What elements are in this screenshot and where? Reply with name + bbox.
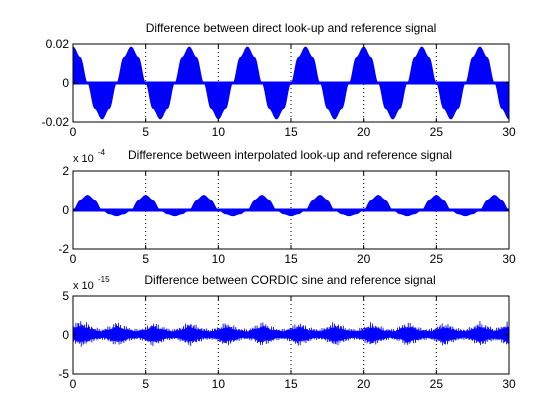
x-tick-label: 30 (502, 377, 516, 391)
y-exponent-power: -4 (98, 148, 106, 157)
y-tick-label: 0 (62, 328, 69, 342)
subplot-cordic-sine: Difference between CORDIC sine and refer… (58, 273, 516, 391)
x-tick-label: 15 (284, 252, 298, 266)
x-tick-label: 15 (284, 377, 298, 391)
x-tick-label: 20 (357, 252, 371, 266)
x-tick-label: 15 (284, 125, 298, 139)
x-tick-label: 30 (502, 252, 516, 266)
y-tick-label: -2 (58, 242, 69, 256)
subplot-title: Difference between CORDIC sine and refer… (144, 273, 435, 287)
x-tick-label: 0 (70, 252, 77, 266)
x-tick-label: 25 (430, 377, 444, 391)
y-tick-label: 5 (62, 289, 69, 303)
y-tick-label: 0 (62, 203, 69, 217)
y-exponent-label: x 10 (73, 280, 94, 292)
signal-line (72, 320, 510, 347)
x-tick-label: 10 (212, 252, 226, 266)
y-tick-label: 0 (62, 76, 69, 90)
x-tick-label: 5 (142, 125, 149, 139)
y-exponent-power: -15 (98, 275, 110, 284)
subplot-title: Difference between direct look-up and re… (146, 21, 437, 35)
y-exponent-label: x 10 (73, 153, 94, 165)
x-tick-label: 5 (142, 377, 149, 391)
x-tick-label: 20 (357, 125, 371, 139)
x-tick-label: 10 (212, 125, 226, 139)
y-tick-label: -5 (58, 367, 69, 381)
subplot-interpolated-lookup: Difference between interpolated look-up … (58, 148, 516, 266)
subplot-direct-lookup: Difference between direct look-up and re… (42, 21, 516, 139)
x-tick-label: 5 (142, 252, 149, 266)
x-tick-label: 10 (212, 377, 226, 391)
x-tick-label: 0 (70, 125, 77, 139)
x-tick-label: 25 (430, 125, 444, 139)
y-tick-label: 0.02 (46, 37, 70, 51)
y-tick-label: 2 (62, 164, 69, 178)
subplot-title: Difference between interpolated look-up … (128, 148, 452, 162)
x-tick-label: 20 (357, 377, 371, 391)
x-tick-label: 0 (70, 377, 77, 391)
y-tick-label: -0.02 (42, 115, 70, 129)
x-tick-label: 30 (502, 125, 516, 139)
x-tick-label: 25 (430, 252, 444, 266)
